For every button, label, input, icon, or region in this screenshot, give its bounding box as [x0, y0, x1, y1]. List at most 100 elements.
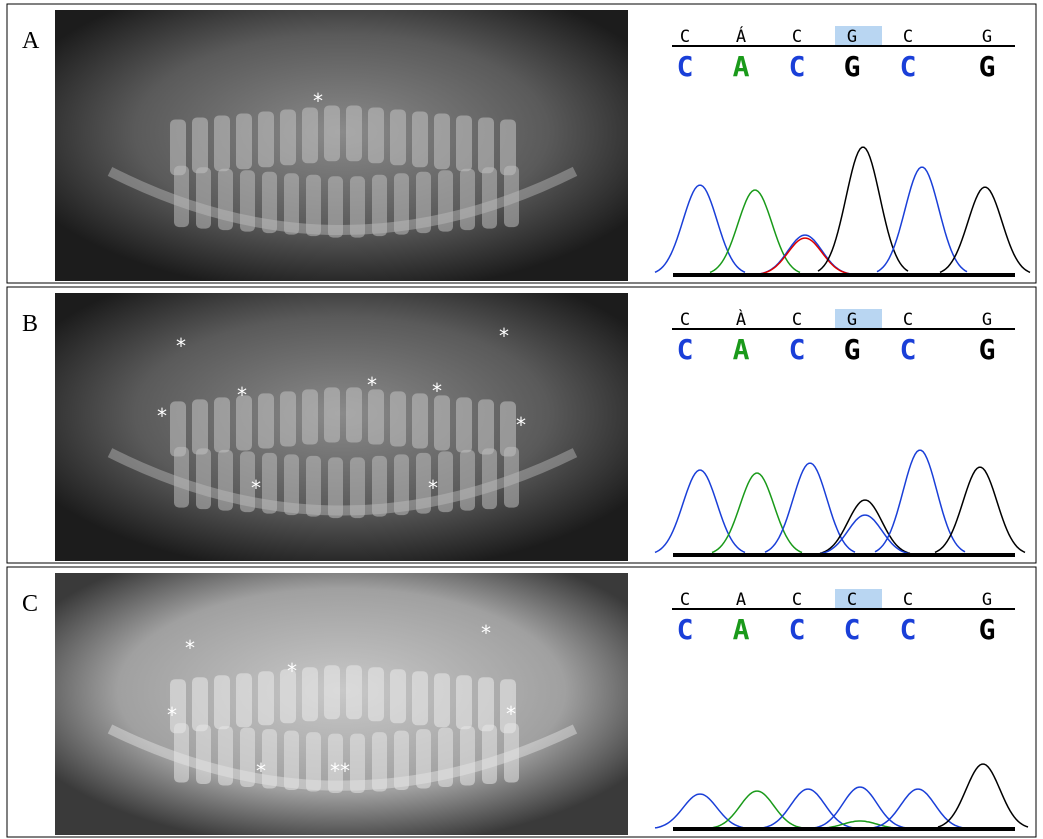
xray-tooth: [368, 107, 384, 163]
xray-tooth: [438, 451, 453, 512]
xray-tooth: [504, 447, 519, 508]
reference-base: G: [847, 27, 857, 47]
xray-tooth: [258, 111, 274, 167]
xray-tooth: [456, 675, 472, 729]
xray-tooth: [350, 457, 365, 518]
xray-tooth: [482, 448, 497, 509]
reference-base: C: [903, 310, 913, 330]
reference-base: Á: [736, 25, 746, 47]
reference-base: G: [982, 27, 992, 47]
xray-tooth: [306, 456, 321, 517]
xray-tooth: [368, 389, 384, 444]
called-base: C: [677, 50, 694, 83]
xray-tooth: [434, 113, 450, 169]
asterisk: *: [428, 476, 438, 500]
xray-tooth: [236, 113, 252, 169]
called-base: A: [733, 50, 750, 83]
called-base: G: [979, 613, 996, 646]
panel-label: B: [22, 311, 38, 337]
reference-base: C: [792, 590, 802, 610]
xray-tooth: [280, 391, 296, 446]
xray-tooth: [324, 387, 340, 442]
xray-tooth: [284, 173, 299, 234]
trace: [818, 147, 908, 271]
trace: [877, 167, 967, 272]
trace: [940, 187, 1030, 272]
called-base: C: [789, 613, 806, 646]
xray-tooth: [192, 399, 208, 454]
called-base: C: [789, 333, 806, 366]
asterisk: *: [287, 659, 297, 683]
xray-tooth: [372, 456, 387, 517]
xray-tooth: [456, 115, 472, 171]
called-base: C: [677, 333, 694, 366]
asterisk: *: [167, 703, 177, 727]
xray-tooth: [218, 169, 233, 230]
xray-image: [55, 293, 628, 561]
trace: [710, 190, 800, 272]
xray-tooth: [174, 723, 189, 782]
xray-tooth: [460, 169, 475, 230]
panel-label: C: [22, 591, 38, 617]
asterisk: *: [185, 636, 195, 660]
xray-tooth: [196, 167, 211, 228]
reference-base: C: [680, 310, 690, 330]
xray-tooth: [390, 391, 406, 446]
xray-tooth: [350, 734, 365, 793]
xray-tooth: [214, 397, 230, 452]
called-base: C: [677, 613, 694, 646]
asterisk: *: [237, 383, 247, 407]
asterisk: *: [499, 324, 509, 348]
xray-tooth: [372, 175, 387, 236]
xray-tooth: [324, 105, 340, 161]
reference-base: C: [903, 27, 913, 47]
xray-tooth: [416, 172, 431, 233]
reference-base: C: [680, 590, 690, 610]
trace: [938, 764, 1028, 827]
called-base: A: [733, 613, 750, 646]
xray-tooth: [174, 447, 189, 508]
called-base: C: [900, 50, 917, 83]
highlight: [835, 309, 882, 328]
reference-base: C: [847, 590, 857, 610]
called-base: G: [979, 50, 996, 83]
called-base: G: [844, 50, 861, 83]
xray-tooth: [434, 395, 450, 450]
xray-tooth: [306, 732, 321, 791]
xray-tooth: [280, 109, 296, 165]
reference-base: G: [982, 590, 992, 610]
figure: A*CÁCGCGCACGCGB*********CÀCGCGCACGCGC***…: [0, 0, 1043, 839]
trace: [655, 185, 745, 272]
xray-tooth: [412, 393, 428, 448]
xray-tooth: [240, 170, 255, 231]
xray-tooth: [240, 728, 255, 787]
xray-tooth: [438, 170, 453, 231]
xray-tooth: [478, 399, 494, 454]
xray-tooth: [460, 450, 475, 511]
xray-tooth: [302, 107, 318, 163]
xray-tooth: [214, 115, 230, 171]
xray-tooth: [284, 731, 299, 790]
xray-tooth: [346, 387, 362, 442]
called-base: A: [733, 333, 750, 366]
xray-tooth: [390, 109, 406, 165]
xray-tooth: [482, 725, 497, 784]
xray-tooth: [438, 728, 453, 787]
reference-base: À: [736, 308, 746, 330]
xray-image: [55, 10, 628, 281]
called-base: G: [844, 333, 861, 366]
xray-tooth: [390, 669, 406, 723]
asterisk: *: [176, 334, 186, 358]
xray-tooth: [196, 725, 211, 784]
called-base: C: [900, 333, 917, 366]
called-base: C: [900, 613, 917, 646]
xray-tooth: [258, 393, 274, 448]
reference-base: C: [680, 27, 690, 47]
asterisk: *: [157, 404, 167, 428]
xray-tooth: [372, 732, 387, 791]
xray-tooth: [302, 389, 318, 444]
asterisk: *: [506, 702, 516, 726]
xray-tooth: [192, 677, 208, 731]
